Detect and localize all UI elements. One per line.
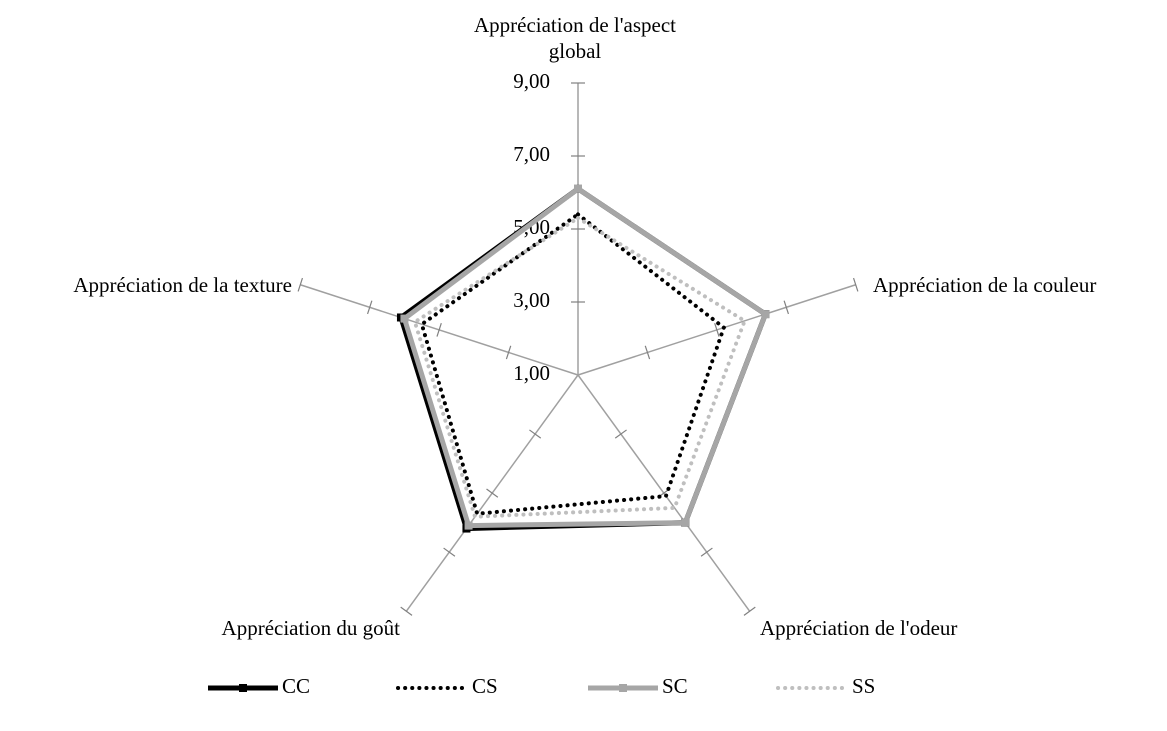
series-line (401, 185, 769, 529)
series-marker (400, 314, 409, 323)
category-label: Appréciation de la texture (73, 273, 292, 297)
series-line (419, 211, 727, 516)
legend-label: SC (662, 674, 688, 698)
category-label: Appréciation du goût (221, 616, 400, 640)
series-marker (761, 310, 770, 319)
series-marker (574, 184, 582, 193)
axis-tick (297, 277, 304, 292)
axis-tick (644, 345, 651, 360)
legend-label: SS (852, 674, 875, 698)
series-marker (464, 521, 473, 530)
axis-tick (852, 277, 859, 292)
tick-label: 1,00 (513, 361, 550, 385)
legend-marker (619, 684, 627, 692)
series-line (412, 215, 748, 519)
tick-label: 7,00 (513, 142, 550, 166)
axis-tick (400, 606, 413, 616)
legend-marker (239, 684, 247, 692)
tick-label: 3,00 (513, 288, 550, 312)
legend-label: CS (472, 674, 498, 698)
axis-tick (714, 323, 720, 337)
category-label: Appréciation de l'aspect global (473, 13, 677, 63)
category-label: Appréciation de l'odeur (760, 616, 958, 640)
axis-tick (614, 429, 627, 439)
axis-tick (743, 606, 756, 616)
series-marker (681, 518, 690, 527)
axis-tick (700, 547, 713, 557)
legend-label: CC (282, 674, 310, 698)
axis-tick (529, 429, 542, 439)
axis-tick (443, 547, 456, 557)
tick-label: 9,00 (513, 69, 550, 93)
axis-tick (486, 488, 499, 498)
axis-tick (436, 323, 442, 337)
axis-tick (366, 300, 373, 315)
category-label: Appréciation de la couleur (873, 273, 1097, 297)
axis-tick (505, 345, 512, 360)
axis-tick (783, 300, 790, 315)
